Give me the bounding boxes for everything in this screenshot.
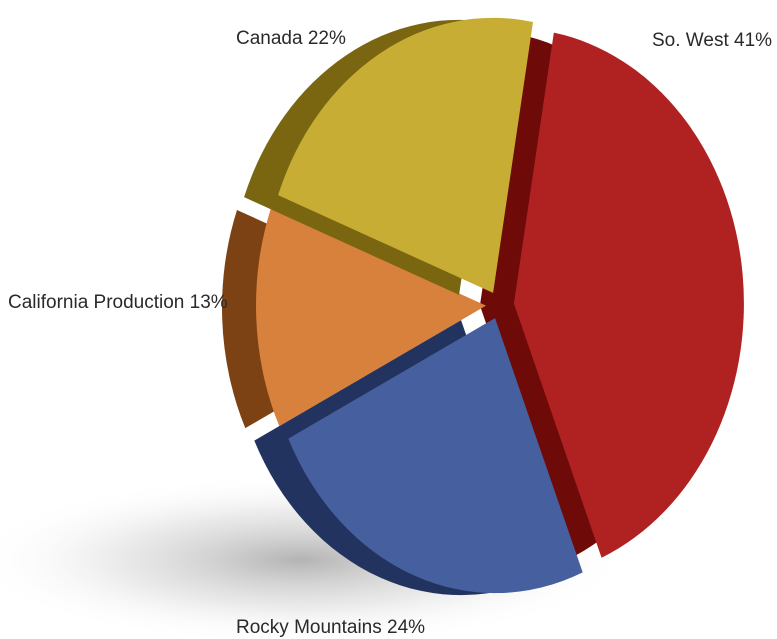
pie-slice-face-so-west bbox=[513, 32, 744, 558]
labels-layer: So. West 41% Rocky Mountains 24% Califor… bbox=[8, 28, 772, 638]
pie-slice-face-rocky-mountains bbox=[288, 318, 583, 594]
pie-slice-face-canada bbox=[278, 17, 534, 293]
pie-slice-california-production bbox=[222, 207, 487, 429]
pie-slice-so-west bbox=[479, 32, 744, 560]
pie-slice-rocky-mountains bbox=[254, 318, 583, 596]
slice-label-so-west: So. West 41% bbox=[652, 30, 772, 51]
slice-label-rocky-mountains: Rocky Mountains 24% bbox=[236, 617, 425, 638]
slices-layer bbox=[222, 17, 744, 596]
pie-slice-canada bbox=[244, 17, 534, 295]
slice-label-canada: Canada 22% bbox=[236, 28, 346, 49]
slice-label-california-production: California Production 13% bbox=[8, 292, 228, 313]
pie-slice-face-california-production bbox=[256, 207, 487, 427]
